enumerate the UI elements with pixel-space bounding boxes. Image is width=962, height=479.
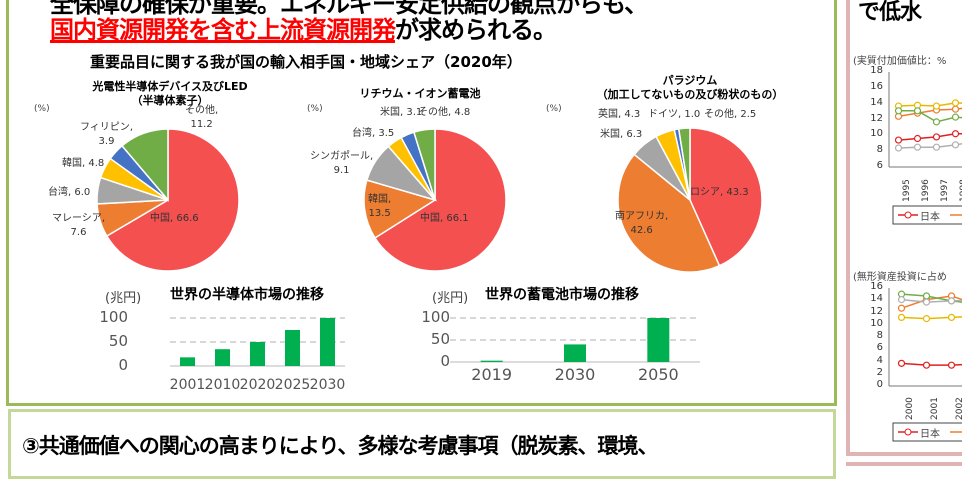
line-point (953, 131, 959, 137)
legend-label-japan: 日本 (920, 208, 940, 223)
x-tick-label: 1996 (921, 179, 931, 202)
line-point (924, 362, 930, 368)
line-point (924, 293, 930, 299)
line-point (899, 297, 905, 303)
y-tick-label: 12 (869, 113, 883, 124)
line-point (915, 144, 921, 150)
y-tick-label: 14 (869, 97, 883, 108)
line-point (934, 134, 940, 140)
line-point (924, 316, 930, 322)
legend-marker (905, 429, 911, 435)
x-tick-label: 2002 (955, 397, 962, 420)
y-tick-label: 16 (869, 281, 883, 292)
y-tick-label: 6 (869, 160, 883, 171)
x-tick-label: 1998 (959, 179, 962, 202)
y-tick-label: 8 (869, 330, 883, 341)
y-tick-label: 14 (869, 293, 883, 304)
y-tick-label: 8 (869, 144, 883, 155)
y-tick-label: 12 (869, 306, 883, 317)
x-tick-label: 2001 (930, 397, 940, 420)
line-point (915, 108, 921, 114)
line-point (924, 299, 930, 305)
line-point (896, 108, 902, 114)
y-tick-label: 4 (869, 355, 883, 366)
line-point (953, 114, 959, 120)
line-point (953, 100, 959, 106)
y-tick-label: 18 (869, 65, 883, 76)
line-point (934, 103, 940, 109)
y-tick-label: 0 (869, 379, 883, 390)
line-point (949, 298, 955, 304)
line-point (899, 305, 905, 311)
line-point (953, 142, 959, 148)
y-tick-label: 10 (869, 128, 883, 139)
x-tick-label: 1995 (902, 179, 912, 202)
line-point (934, 144, 940, 150)
line-point (949, 314, 955, 320)
x-tick-label: 1997 (940, 179, 950, 202)
y-tick-label: 6 (869, 342, 883, 353)
x-tick-label: 2000 (905, 397, 915, 420)
y-tick-label: 10 (869, 318, 883, 329)
line-point (915, 136, 921, 142)
line-point (953, 106, 959, 112)
line-point (896, 137, 902, 143)
line-point (896, 145, 902, 151)
line-point (949, 362, 955, 368)
line-point (899, 360, 905, 366)
y-tick-label: 16 (869, 81, 883, 92)
y-tick-label: 2 (869, 367, 883, 378)
line-charts (0, 0, 962, 467)
legend-label-japan: 日本 (920, 425, 940, 440)
legend-marker (905, 212, 911, 218)
line-point (934, 119, 940, 125)
line-point (899, 314, 905, 320)
section-3-heading: ③共通価値への関心の高まりにより、多様な考慮事項（脱炭素、環境、 (22, 430, 658, 460)
